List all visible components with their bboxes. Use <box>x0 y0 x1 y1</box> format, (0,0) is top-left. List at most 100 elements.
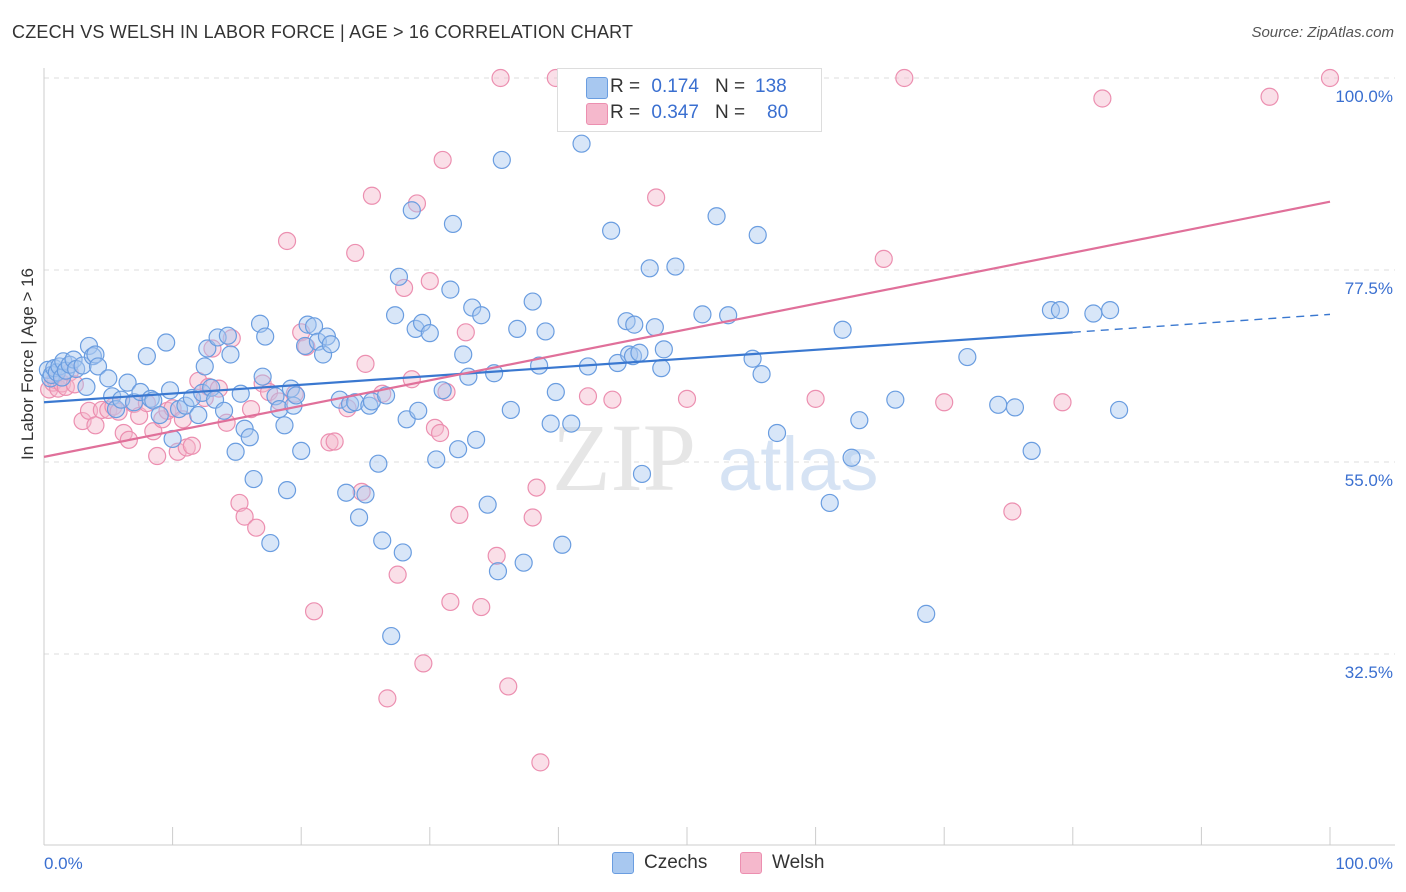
czech-point <box>226 442 245 461</box>
czech-point <box>409 401 428 420</box>
czech-point <box>382 626 401 646</box>
czech-point <box>833 320 852 339</box>
legend-n-label: N = <box>714 102 746 123</box>
welsh-trend-line <box>43 200 1331 458</box>
czech-point <box>448 440 468 459</box>
welsh-point <box>425 418 445 437</box>
welsh-point <box>304 602 324 621</box>
czech-point <box>917 604 936 623</box>
czech-point <box>99 369 118 388</box>
czech-point <box>514 553 533 572</box>
czech-point <box>321 335 340 354</box>
czech-point <box>1050 301 1070 320</box>
czech-point <box>412 313 432 333</box>
czech-point <box>373 531 392 550</box>
welsh-point <box>487 546 506 565</box>
czech-point <box>466 430 486 449</box>
czech-point <box>389 267 409 286</box>
welsh-point <box>388 565 407 584</box>
czech-point <box>443 214 463 234</box>
czech-point <box>304 317 324 336</box>
welsh-point <box>441 592 460 612</box>
czech-point <box>441 280 460 299</box>
czech-point <box>195 357 214 376</box>
welsh-point <box>320 433 339 452</box>
welsh-point <box>527 478 546 497</box>
legend-n-value: 80 <box>767 102 789 123</box>
czech-point <box>420 324 439 343</box>
czech-point <box>150 405 169 425</box>
welsh-point <box>430 423 450 443</box>
legend-n-label: N = <box>714 76 746 97</box>
welsh-point <box>1320 68 1340 88</box>
legend-item-welsh: Welsh <box>740 852 824 874</box>
czech-point <box>523 292 542 311</box>
czech-trend-extension <box>1072 313 1331 333</box>
czech-point <box>198 339 217 358</box>
welsh-point <box>578 387 598 406</box>
czech-point <box>572 134 591 153</box>
watermark-atlas: atlas <box>718 422 879 507</box>
czech-point <box>454 345 473 364</box>
czech-point <box>253 367 272 386</box>
czech-point <box>666 257 685 276</box>
czech-point <box>562 414 581 433</box>
czech-point <box>652 359 671 378</box>
welsh-point <box>935 393 954 412</box>
czech-point <box>356 485 375 504</box>
czech-point <box>337 483 356 502</box>
welsh-point <box>378 689 397 708</box>
welsh-point <box>1003 502 1022 521</box>
y-axis-label: In Labor Force | Age > 16 <box>18 267 37 460</box>
x-tick-label-min: 0.0% <box>44 854 83 873</box>
czech-point <box>157 333 176 352</box>
czech-point <box>632 464 652 484</box>
czech-point <box>501 400 520 420</box>
czech-point <box>958 347 977 367</box>
welsh-point <box>874 249 893 269</box>
czech-point <box>707 207 726 226</box>
welsh-point <box>241 399 261 419</box>
czech-point <box>640 259 659 278</box>
watermark-zip: ZIP <box>552 404 696 511</box>
czech-point <box>402 201 421 220</box>
welsh-point <box>531 753 550 772</box>
legend-swatch-czechs <box>612 852 634 874</box>
y-tick-label: 77.5% <box>1345 279 1393 298</box>
welsh-point <box>523 508 542 527</box>
welsh-point <box>356 354 375 373</box>
czech-point <box>256 327 275 346</box>
czech-point <box>1005 398 1025 417</box>
czech-point <box>261 533 280 553</box>
watermark: ZIP atlas <box>552 404 879 511</box>
trend-lines <box>43 200 1331 458</box>
czech-point <box>376 386 396 405</box>
grid-lines <box>44 77 1395 655</box>
series-legend: Czechs Welsh <box>0 852 1406 878</box>
czech-point <box>88 357 108 376</box>
czech-point <box>292 441 311 461</box>
welsh-point <box>235 507 254 526</box>
czech-point <box>541 414 560 433</box>
czech-point <box>214 401 234 420</box>
welsh-point <box>499 677 518 696</box>
czech-point <box>693 305 712 324</box>
czech-point <box>77 377 96 397</box>
czech-points <box>38 71 1129 646</box>
czech-point <box>748 225 767 245</box>
welsh-point <box>414 654 433 673</box>
czech-point <box>767 423 787 443</box>
legend-row-czech: R = 0.174 N = 138 <box>586 75 787 99</box>
welsh-point <box>603 390 622 409</box>
legend-row-welsh: R = 0.347 N = 80 <box>586 101 789 125</box>
czech-point <box>349 508 369 527</box>
czech-point <box>842 448 861 467</box>
welsh-point <box>1093 89 1112 108</box>
czech-point <box>218 326 237 345</box>
czech-point <box>433 381 452 400</box>
legend-item-czechs: Czechs <box>612 852 707 874</box>
y-axis-label-wrap: In Labor Force | Age > 16 <box>18 268 38 460</box>
czech-point <box>508 319 527 338</box>
czech-point <box>752 365 771 384</box>
czech-point <box>182 388 201 408</box>
